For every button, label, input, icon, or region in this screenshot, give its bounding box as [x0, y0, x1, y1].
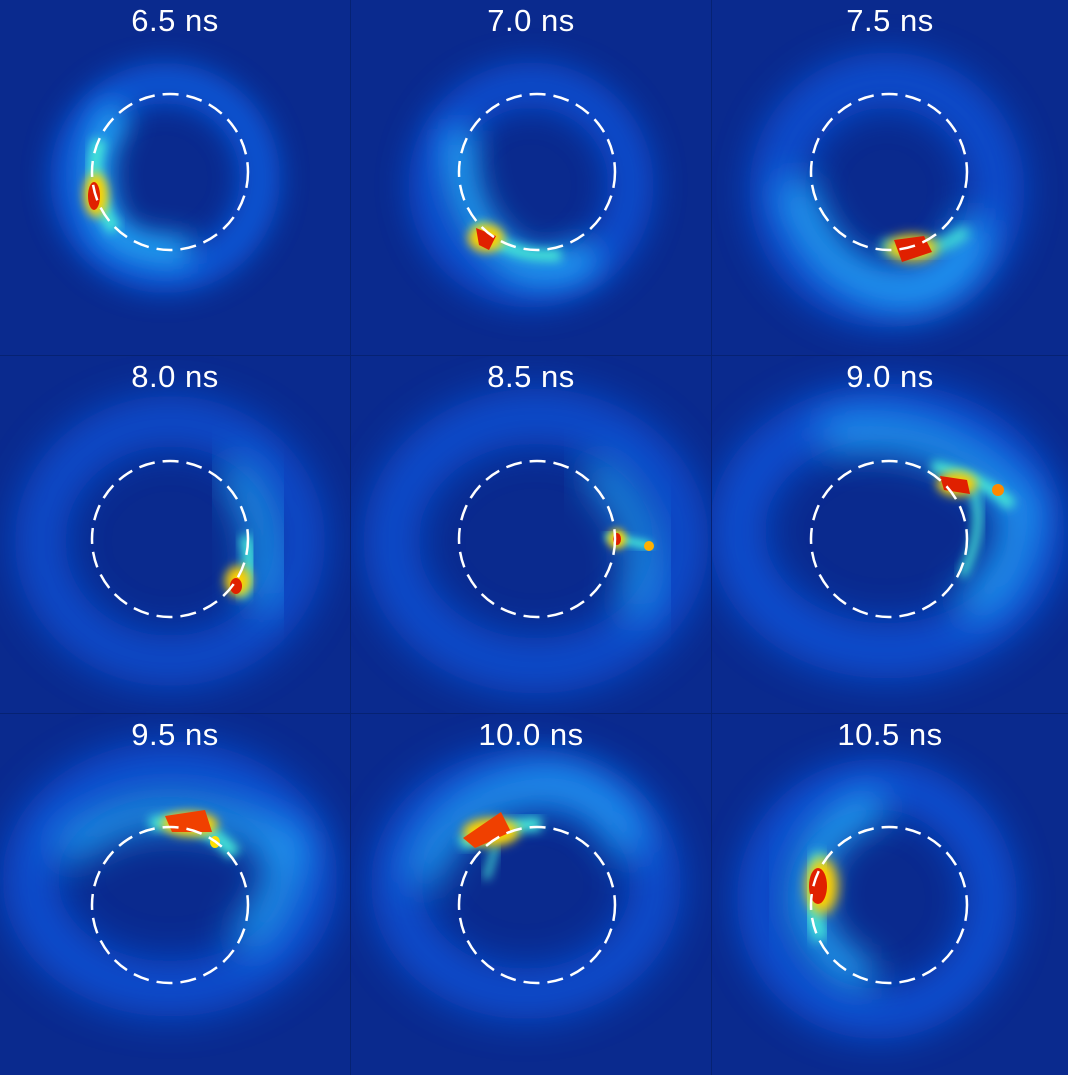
heatmap-image — [2, 741, 338, 1017]
time-label: 7.0 ns — [487, 3, 575, 38]
reference-circle — [90, 825, 250, 985]
time-label: 10.5 ns — [837, 717, 943, 752]
heatmap-image — [408, 62, 654, 308]
time-label: 10.0 ns — [478, 717, 584, 752]
heatmap-image — [712, 383, 1065, 679]
frame-panel-6-5ns: 6.5 ns — [0, 0, 350, 355]
heatmap-image — [737, 759, 1017, 1039]
heatmap-image — [371, 749, 681, 1019]
time-label: 8.0 ns — [131, 359, 219, 394]
reference-circle — [809, 825, 969, 985]
row-divider — [0, 713, 1068, 714]
frame-panel-7-0ns: 7.0 ns — [351, 0, 711, 355]
frame-panel-7-5ns: 7.5 ns — [712, 0, 1068, 355]
reference-circle — [90, 459, 250, 619]
reference-circle — [457, 459, 617, 619]
time-label: 9.0 ns — [846, 359, 934, 394]
time-label: 7.5 ns — [846, 3, 934, 38]
reference-circle — [457, 825, 617, 985]
column-divider — [711, 0, 712, 1075]
time-label: 9.5 ns — [131, 717, 219, 752]
time-label: 8.5 ns — [487, 359, 575, 394]
frame-panel-10-5ns: 10.5 ns — [712, 714, 1068, 1075]
row-divider — [0, 355, 1068, 356]
column-divider — [350, 0, 351, 1075]
reference-circle — [457, 92, 617, 252]
heatmap-image — [363, 388, 709, 694]
frame-panel-10-0ns: 10.0 ns — [351, 714, 711, 1075]
heatmap-image — [50, 63, 280, 293]
heatmap-image — [15, 396, 325, 686]
frame-panel-9-5ns: 9.5 ns — [0, 714, 350, 1075]
frame-panel-8-0ns: 8.0 ns — [0, 356, 350, 713]
frame-panel-8-5ns: 8.5 ns — [351, 356, 711, 713]
heatmap-image — [749, 52, 1025, 328]
reference-circle — [809, 92, 969, 252]
reference-circle — [90, 92, 250, 252]
frame-panel-9-0ns: 9.0 ns — [712, 356, 1068, 713]
reference-circle — [809, 459, 969, 619]
time-label: 6.5 ns — [131, 3, 219, 38]
